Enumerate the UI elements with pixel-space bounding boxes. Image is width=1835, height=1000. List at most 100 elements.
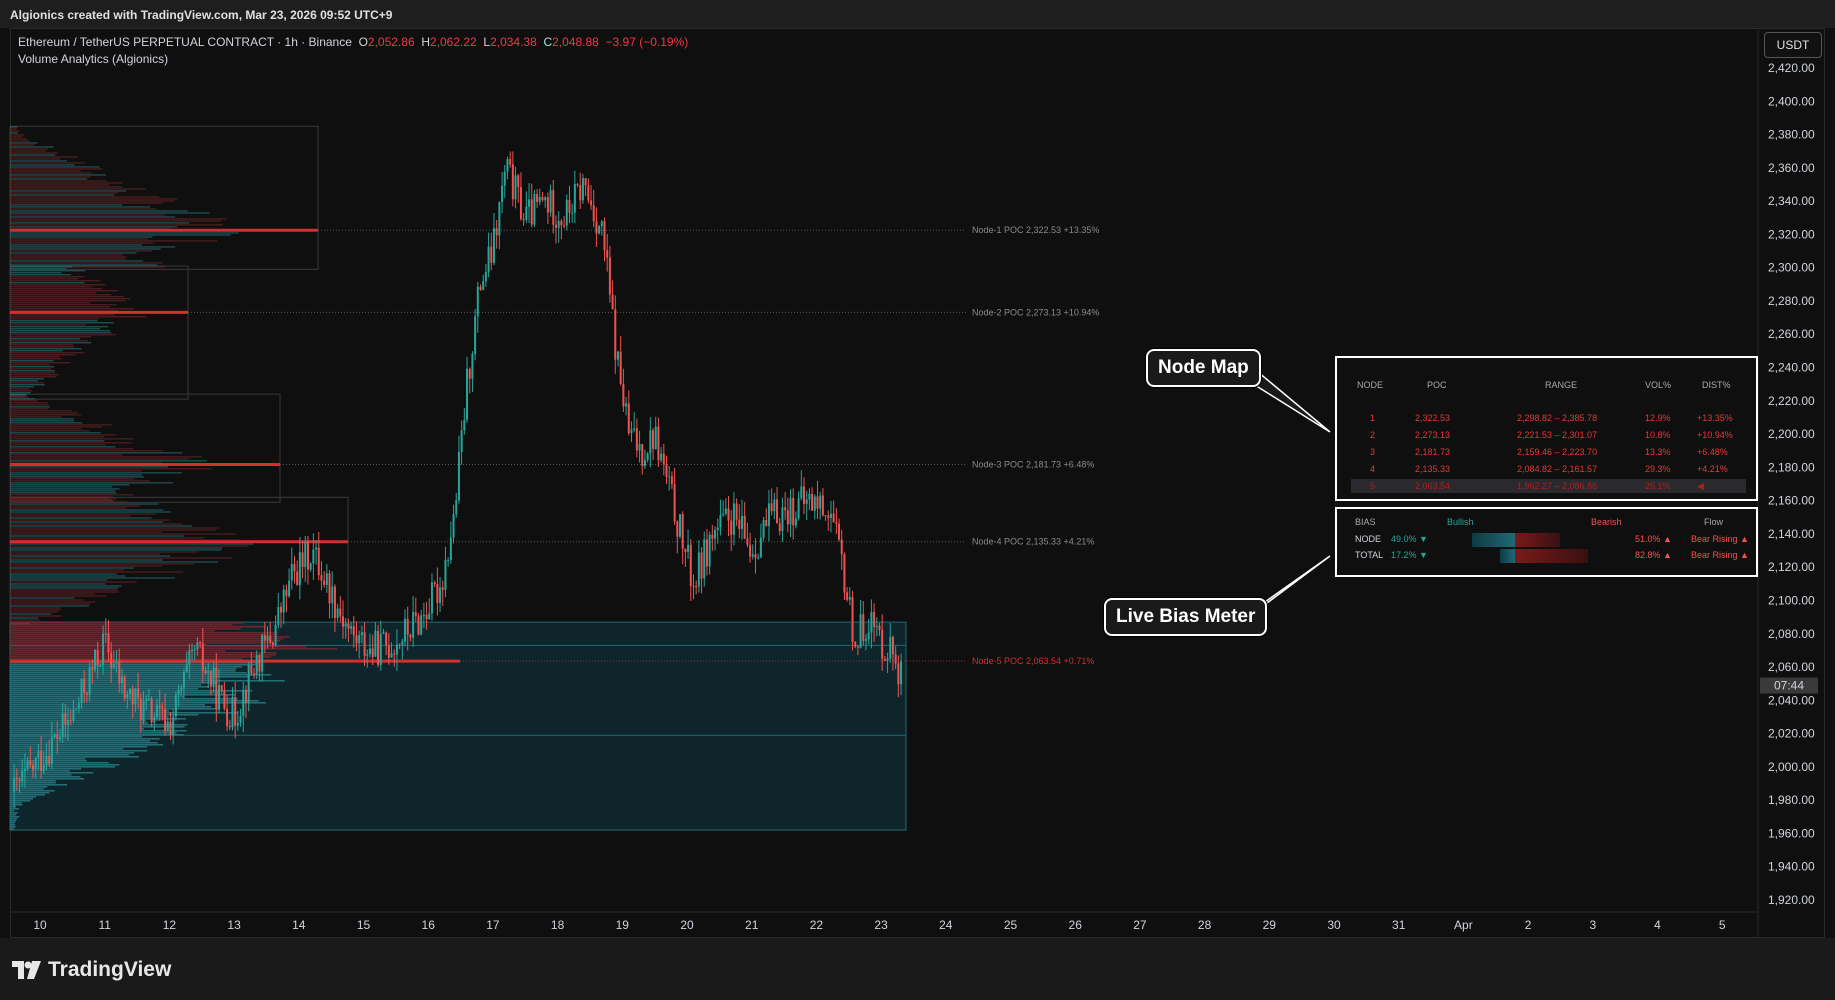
- node-map-dist-cell: +13.35%: [1697, 413, 1733, 423]
- currency-button[interactable]: USDT: [1764, 32, 1822, 58]
- tradingview-logo-icon: [12, 961, 41, 979]
- profile-bar: [10, 642, 274, 644]
- profile-bar: [10, 432, 101, 434]
- profile-bar: [10, 628, 241, 630]
- candle-body: [145, 698, 148, 702]
- candle-body: [633, 428, 636, 430]
- symbol-name[interactable]: Ethereum / TetherUS PERPETUAL CONTRACT ·…: [18, 35, 352, 49]
- candle-body: [867, 632, 870, 640]
- candle-body: [428, 613, 431, 620]
- bias-bull-bar: [1471, 533, 1515, 547]
- profile-bar: [10, 734, 184, 736]
- profile-bar: [10, 768, 82, 770]
- candle-body: [50, 737, 53, 764]
- profile-bar: [10, 478, 135, 480]
- profile-bar: [10, 492, 117, 494]
- profile-bar: [10, 200, 175, 202]
- candle-body: [126, 694, 129, 699]
- profile-bar: [10, 394, 27, 396]
- x-tick-label: 28: [1198, 918, 1212, 932]
- candle-body: [234, 697, 237, 726]
- profile-bar: [10, 382, 44, 384]
- candle-body: [606, 250, 609, 258]
- profile-bar: [10, 622, 244, 624]
- profile-bar: [10, 274, 72, 276]
- profile-bar: [10, 468, 212, 470]
- profile-bar: [10, 460, 207, 462]
- node-map-range-cell: 2,159.46 – 2,223.70: [1517, 447, 1598, 457]
- y-tick-label: 2,060.00: [1768, 660, 1815, 674]
- candle-body: [166, 721, 169, 732]
- profile-bar: [10, 716, 169, 718]
- candle-body: [711, 534, 714, 539]
- candle-body: [501, 185, 504, 202]
- candle-body: [751, 554, 754, 557]
- profile-bar: [10, 424, 113, 426]
- candle-body: [118, 661, 121, 684]
- profile-bar: [10, 186, 123, 188]
- candle-body: [226, 708, 229, 727]
- candle-body: [565, 199, 568, 226]
- profile-bar: [10, 198, 178, 200]
- candle-body: [404, 618, 407, 642]
- profile-bar: [10, 527, 219, 529]
- tradingview-logo[interactable]: TradingView: [12, 958, 171, 982]
- candle-body: [471, 354, 474, 379]
- candle-body: [430, 582, 433, 614]
- candle-body: [789, 497, 792, 525]
- profile-bar: [10, 174, 107, 176]
- candle-body: [875, 625, 878, 627]
- profile-bar: [10, 196, 160, 198]
- candle-body: [519, 187, 522, 220]
- low-label: L: [483, 35, 491, 49]
- bias-bull-value: 17.2% ▼: [1391, 550, 1428, 560]
- node-map-poc-cell: 2,063.54: [1415, 481, 1451, 491]
- node-map-dist-cell: ◀: [1697, 481, 1704, 491]
- candle-body: [185, 664, 188, 673]
- profile-bar: [10, 490, 116, 492]
- candle-body: [554, 224, 557, 228]
- profile-bar: [10, 406, 50, 408]
- profile-bar: [10, 688, 198, 690]
- profile-bar: [10, 706, 211, 708]
- profile-bar: [10, 692, 219, 694]
- candle-body: [538, 197, 541, 203]
- profile-bar: [10, 152, 58, 154]
- node-map-header-node: NODE: [1357, 380, 1384, 390]
- y-tick-label: 2,080.00: [1768, 627, 1815, 641]
- candle-body: [306, 541, 309, 570]
- profile-bar: [10, 380, 39, 382]
- candle-body: [630, 429, 633, 434]
- candle-body: [724, 508, 727, 514]
- profile-bar: [10, 503, 159, 505]
- x-tick-label: Apr: [1454, 918, 1473, 932]
- profile-bar: [10, 704, 205, 706]
- profile-bar: [10, 619, 40, 621]
- profile-bar: [10, 270, 86, 272]
- indicator-name[interactable]: Volume Analytics (Algionics): [18, 52, 169, 66]
- profile-bar: [10, 330, 111, 332]
- candle-body: [776, 499, 779, 524]
- candle-body: [735, 503, 738, 520]
- profile-bar: [10, 340, 88, 342]
- profile-bar: [10, 338, 80, 340]
- candle-body: [72, 709, 75, 721]
- profile-bar: [10, 555, 171, 557]
- profile-bar: [10, 636, 290, 638]
- profile-bar: [10, 292, 96, 294]
- profile-bar: [10, 336, 92, 338]
- candle-body: [387, 645, 390, 658]
- y-tick-label: 2,260.00: [1768, 327, 1815, 341]
- candle-body: [452, 514, 455, 538]
- profile-bar: [10, 565, 163, 567]
- profile-bar: [10, 780, 56, 782]
- node-map-callout: Node Map: [1146, 349, 1261, 387]
- profile-bar: [10, 782, 56, 784]
- profile-bar: [10, 360, 54, 362]
- profile-bar: [10, 376, 57, 378]
- profile-bar: [10, 710, 169, 712]
- profile-bar: [10, 728, 145, 730]
- candle-body: [366, 654, 369, 656]
- profile-bar: [10, 224, 223, 226]
